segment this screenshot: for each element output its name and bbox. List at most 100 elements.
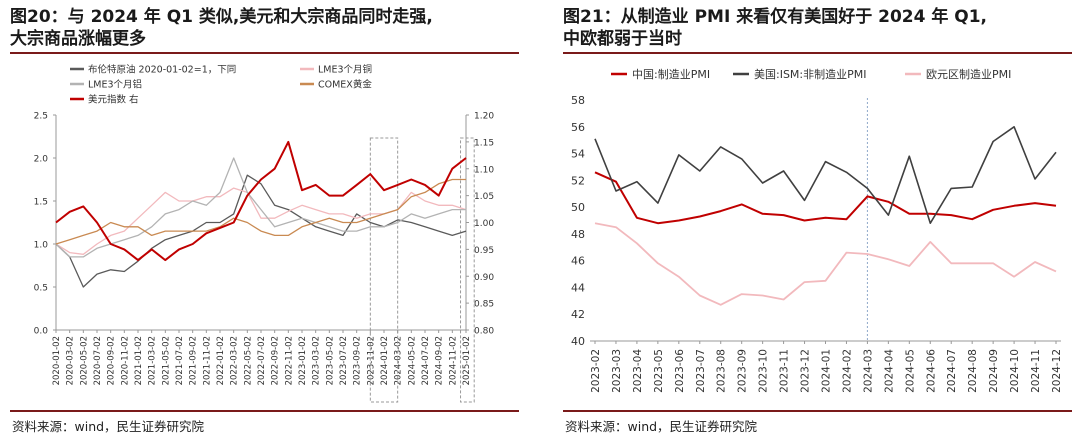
x-tick-label: 2024-06 bbox=[925, 349, 937, 393]
y-tick-label: 44 bbox=[571, 281, 585, 294]
x-tick-label: 2023-02 bbox=[590, 349, 602, 393]
x-tick-label: 2023-08 bbox=[716, 349, 728, 393]
x-tick-label: 2023-12 bbox=[800, 349, 812, 393]
right-y-tick-label: 1.00 bbox=[474, 219, 494, 229]
x-tick-label: 2021-07-02 bbox=[175, 336, 185, 385]
x-tick-label: 2023-06 bbox=[674, 349, 686, 393]
x-tick-label: 2025-01-02 bbox=[462, 336, 472, 385]
x-tick-label: 2023-01-02 bbox=[298, 336, 308, 385]
right-figure-panel: 图21：从制造业 PMI 来看仅有美国好于 2024 年 Q1, 中欧都弱于当时… bbox=[553, 0, 1080, 439]
x-tick-label: 2020-09-02 bbox=[107, 336, 117, 385]
left-y-tick-label: 2.5 bbox=[34, 112, 48, 122]
x-tick-label: 2021-01-02 bbox=[134, 336, 144, 385]
right-legend-label: 中国:制造业PMI bbox=[632, 67, 710, 81]
left-source-rule bbox=[10, 410, 519, 412]
right-y-tick-label: 1.20 bbox=[474, 112, 494, 122]
x-tick-label: 2024-05-02 bbox=[407, 336, 417, 385]
x-tick-label: 2021-09-02 bbox=[189, 336, 199, 385]
y-tick-label: 52 bbox=[571, 174, 585, 187]
left-y-tick-label: 1.0 bbox=[34, 241, 49, 251]
x-tick-label: 2024-03-02 bbox=[394, 336, 404, 385]
left-title-rule bbox=[10, 52, 519, 54]
x-tick-label: 2020-11-02 bbox=[120, 336, 130, 385]
x-tick-label: 2023-03-02 bbox=[312, 336, 322, 385]
y-tick-label: 40 bbox=[571, 335, 585, 348]
right-title-line2: 中欧都弱于当时 bbox=[563, 29, 682, 49]
x-tick-label: 2024-07 bbox=[946, 349, 958, 393]
x-tick-label: 2024-01 bbox=[821, 349, 833, 393]
x-tick-label: 2023-09 bbox=[737, 349, 749, 393]
right-title-rule bbox=[563, 52, 1072, 54]
right-title-line1: 图21：从制造业 PMI 来看仅有美国好于 2024 年 Q1, bbox=[563, 7, 988, 27]
x-tick-label: 2021-03-02 bbox=[148, 336, 158, 385]
right-legend-label: 欧元区制造业PMI bbox=[926, 67, 1011, 81]
x-tick-label: 2024-04 bbox=[883, 349, 895, 393]
left-y-tick-label: 0.0 bbox=[34, 327, 49, 337]
y-tick-label: 46 bbox=[571, 255, 585, 268]
right-chart: 40 42 44 46 48 50 52 54 56 58 2023-02 2023-03 2023-0… bbox=[571, 67, 1063, 393]
x-tick-label: 2023-07 bbox=[695, 349, 707, 393]
x-tick-label: 2022-11-02 bbox=[284, 336, 294, 385]
left-legend-label: 布伦特原油 2020-01-02=1，下同 bbox=[88, 64, 236, 76]
x-tick-label: 2022-03-02 bbox=[230, 336, 240, 385]
x-tick-label: 2022-09-02 bbox=[271, 336, 281, 385]
y-tick-label: 58 bbox=[571, 94, 585, 107]
x-tick-label: 2022-01-02 bbox=[216, 336, 226, 385]
x-tick-label: 2024-12 bbox=[1051, 349, 1063, 393]
left-legend-label: LME3个月铜 bbox=[318, 64, 372, 76]
x-tick-label: 2024-11 bbox=[1030, 349, 1042, 393]
right-legend-label: 美国:ISM:非制造业PMI bbox=[754, 67, 867, 81]
left-legend-label: COMEX黄金 bbox=[318, 79, 372, 91]
x-tick-label: 2021-05-02 bbox=[161, 336, 171, 385]
x-tick-label: 2021-11-02 bbox=[202, 336, 212, 385]
highlight-box-2 bbox=[460, 137, 475, 403]
x-tick-label: 2024-11-02 bbox=[448, 336, 458, 385]
y-tick-label: 54 bbox=[571, 148, 585, 161]
x-tick-label: 2020-03-02 bbox=[66, 336, 76, 385]
right-y-tick-label: 1.05 bbox=[474, 192, 494, 202]
left-y-tick-label: 2.0 bbox=[34, 155, 49, 165]
right-source-rule bbox=[563, 410, 1072, 412]
left-chart: 0.0 0.5 1.0 1.5 2.0 2.5 0.80 0.85 0.90 0.95 1.00 1.… bbox=[34, 64, 494, 403]
x-tick-label: 2022-05-02 bbox=[243, 336, 253, 385]
right-line-series-2 bbox=[594, 222, 1057, 306]
left-title-line2: 大宗商品涨幅更多 bbox=[10, 29, 146, 49]
left-figure-title: 图20：与 2024 年 Q1 类似,美元和大宗商品同时走强, 大宗商品涨幅更多 bbox=[10, 6, 520, 50]
right-line-series-1 bbox=[594, 126, 1057, 224]
right-y-tick-label: 1.10 bbox=[474, 165, 494, 175]
y-tick-label: 48 bbox=[571, 228, 585, 241]
left-y-tick-label: 1.5 bbox=[34, 198, 48, 208]
x-tick-label: 2023-11-02 bbox=[366, 336, 376, 385]
right-line-series-0 bbox=[594, 171, 1057, 225]
x-tick-label: 2022-07-02 bbox=[257, 336, 267, 385]
x-tick-label: 2024-09 bbox=[988, 349, 1000, 393]
x-tick-label: 2024-02 bbox=[841, 349, 853, 393]
right-y-tick-label: 0.95 bbox=[474, 246, 494, 256]
y-tick-label: 56 bbox=[571, 121, 585, 134]
x-tick-label: 2023-07-02 bbox=[339, 336, 349, 385]
x-tick-label: 2023-11 bbox=[779, 349, 791, 393]
x-tick-label: 2024-01-02 bbox=[380, 336, 390, 385]
right-y-tick-label: 1.15 bbox=[474, 138, 494, 148]
left-line-series-2 bbox=[55, 157, 466, 258]
left-figure-panel: 图20：与 2024 年 Q1 类似,美元和大宗商品同时走强, 大宗商品涨幅更多… bbox=[0, 0, 527, 439]
x-tick-label: 2024-07-02 bbox=[421, 336, 431, 385]
right-y-tick-label: 0.85 bbox=[474, 300, 494, 310]
x-tick-label: 2024-10 bbox=[1009, 349, 1021, 393]
left-source-note: 资料来源：wind，民生证券研究院 bbox=[12, 419, 205, 434]
x-tick-label: 2023-10 bbox=[758, 349, 770, 393]
x-tick-label: 2020-01-02 bbox=[52, 336, 62, 385]
x-tick-label: 2023-05 bbox=[653, 349, 665, 393]
x-tick-label: 2024-08 bbox=[967, 349, 979, 393]
x-tick-label: 2023-09-02 bbox=[353, 336, 363, 385]
x-tick-label: 2024-09-02 bbox=[435, 336, 445, 385]
left-line-series-4 bbox=[55, 140, 467, 262]
x-tick-label: 2023-04 bbox=[632, 349, 644, 393]
left-line-series-0 bbox=[55, 174, 467, 288]
x-tick-label: 2024-03 bbox=[862, 349, 874, 393]
left-legend-label: 美元指数 右 bbox=[88, 94, 139, 106]
right-y-tick-label: 0.90 bbox=[474, 273, 494, 283]
left-y-tick-label: 0.5 bbox=[34, 284, 48, 294]
left-line-series-3 bbox=[55, 178, 466, 245]
x-tick-label: 2024-05 bbox=[904, 349, 916, 393]
